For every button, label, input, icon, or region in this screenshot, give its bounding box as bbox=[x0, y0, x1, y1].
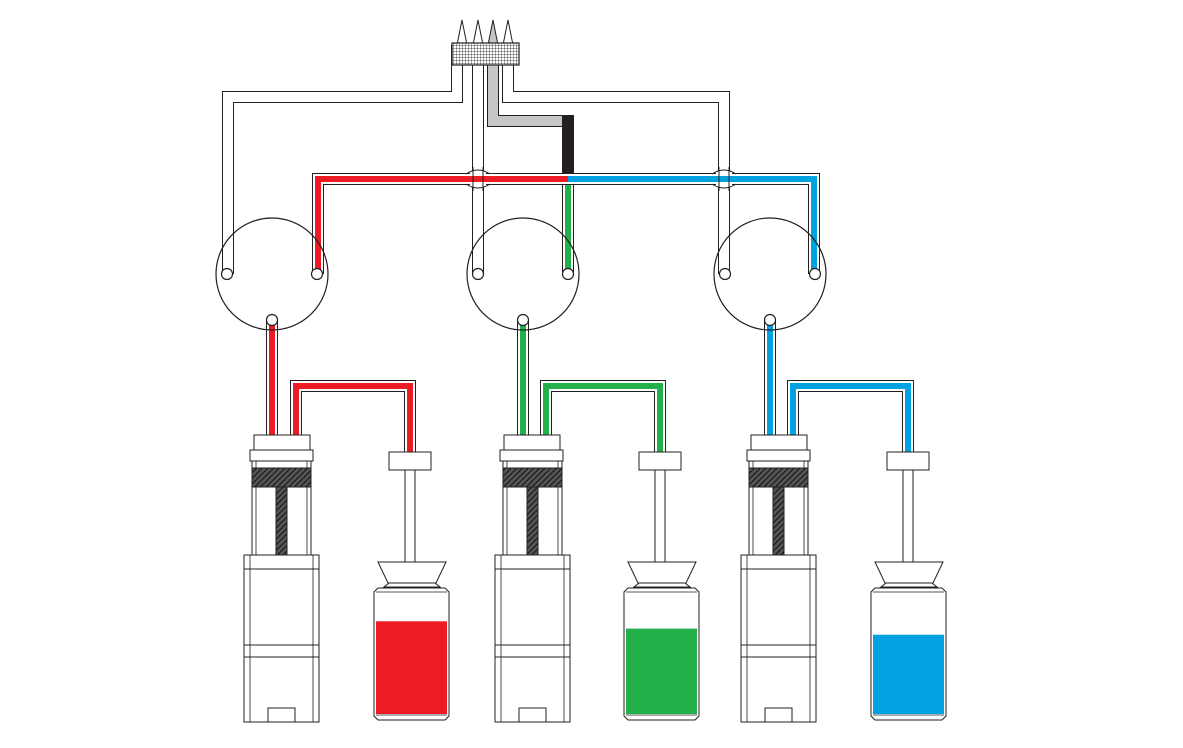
nozzle-tip bbox=[502, 19, 514, 46]
vial-liquid-green bbox=[626, 628, 697, 714]
nozzle-block bbox=[451, 42, 520, 66]
fluid-units bbox=[215, 217, 947, 723]
tube-green-syringe-to-vial bbox=[543, 383, 663, 455]
vial-needle bbox=[654, 469, 666, 563]
tube-blue-syringe-to-vial bbox=[790, 383, 911, 455]
syringe-pump-body bbox=[243, 554, 320, 723]
white-tubes bbox=[222, 45, 730, 274]
vial-connector bbox=[886, 451, 930, 471]
manifold-nozzle bbox=[451, 19, 520, 66]
syringe-plunger-rod bbox=[772, 486, 785, 556]
syringe-cap bbox=[750, 434, 808, 452]
nozzle-tip bbox=[456, 19, 468, 46]
vial-liquid-red bbox=[376, 621, 447, 714]
syringe-cap bbox=[253, 434, 311, 452]
tube-red-syringe-to-vial-outline bbox=[290, 380, 416, 455]
valve-port bbox=[471, 267, 485, 281]
nozzle-tip bbox=[487, 19, 499, 46]
vial-connector bbox=[388, 451, 432, 471]
unit-green bbox=[466, 217, 700, 723]
vial-funnel bbox=[627, 561, 697, 584]
valve-blue[interactable] bbox=[713, 217, 827, 331]
tube-red-top bbox=[313, 174, 568, 274]
vial-needle bbox=[404, 469, 416, 563]
tube-white-left bbox=[222, 45, 463, 274]
syringe-collar bbox=[499, 449, 564, 462]
unit-red bbox=[215, 217, 450, 723]
syringe-plunger-rod bbox=[526, 486, 539, 556]
syringe-collar bbox=[746, 449, 811, 462]
vial-funnel bbox=[874, 561, 944, 584]
vial-neck bbox=[879, 582, 939, 588]
vial-needle bbox=[902, 469, 914, 563]
valve-port bbox=[220, 267, 234, 281]
blue-feed bbox=[568, 173, 820, 274]
nozzle-tip bbox=[472, 19, 484, 46]
vial-neck bbox=[382, 582, 442, 588]
tube-green-syringe-to-vial-wall bbox=[541, 381, 665, 455]
vial-neck bbox=[632, 582, 692, 588]
pump-base-block bbox=[764, 707, 793, 723]
tube-red-syringe-to-vial bbox=[293, 383, 413, 455]
syringe-plunger-head bbox=[251, 467, 312, 488]
crossover-bridges bbox=[465, 167, 737, 191]
tube-white-right bbox=[502, 45, 730, 274]
valve-port bbox=[808, 267, 822, 281]
vial-funnel bbox=[377, 561, 447, 584]
syringe-plunger-head bbox=[502, 467, 563, 488]
mix-tube bbox=[487, 45, 574, 185]
tube-green-syringe-to-vial-outline bbox=[540, 380, 666, 455]
tube-red-syringe-to-vial-wall bbox=[291, 381, 415, 455]
valve-port bbox=[718, 267, 732, 281]
valve-port bbox=[310, 267, 324, 281]
vial-liquid-blue bbox=[873, 634, 944, 714]
valve-port bbox=[763, 313, 777, 327]
valve-red[interactable] bbox=[215, 217, 329, 331]
unit-blue bbox=[713, 217, 947, 723]
tube-black-segment bbox=[562, 115, 574, 185]
syringe-plunger-rod bbox=[275, 486, 288, 556]
tube-blue-syringe-to-vial-outline bbox=[787, 380, 914, 455]
pump-base-block bbox=[267, 707, 296, 723]
pump-base-block bbox=[518, 707, 547, 723]
syringe-pump-body bbox=[740, 554, 817, 723]
valve-green[interactable] bbox=[466, 217, 580, 331]
valve-port bbox=[561, 267, 575, 281]
syringe-cap bbox=[503, 434, 561, 452]
syringe-plunger-head bbox=[748, 467, 809, 488]
red-feed bbox=[312, 173, 568, 274]
vial-connector bbox=[638, 451, 682, 471]
tube-blue-syringe-to-vial-wall bbox=[788, 381, 913, 455]
valve-port bbox=[516, 313, 530, 327]
syringe-pump-body bbox=[494, 554, 571, 723]
syringe-collar bbox=[249, 449, 314, 462]
valve-port bbox=[265, 313, 279, 327]
tube-blue-top bbox=[568, 176, 817, 274]
